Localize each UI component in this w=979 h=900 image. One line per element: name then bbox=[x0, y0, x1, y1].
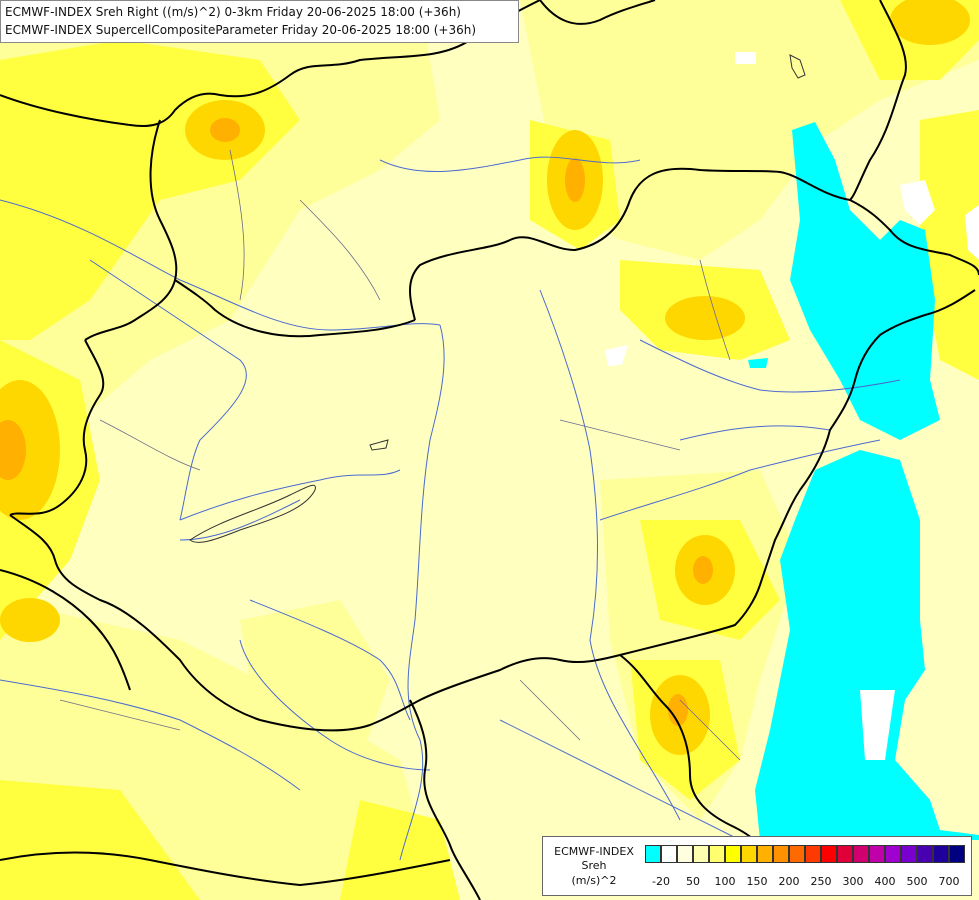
title-line-1: ECMWF-INDEX Sreh Right ((m/s)^2) 0-3km F… bbox=[5, 5, 461, 19]
legend-swatch bbox=[805, 845, 821, 863]
title-line-2: ECMWF-INDEX SupercellCompositeParameter … bbox=[5, 23, 477, 37]
legend-unit: (m/s)^2 bbox=[571, 874, 617, 887]
legend-swatch bbox=[645, 845, 661, 863]
legend-swatch bbox=[661, 845, 677, 863]
legend-swatch bbox=[917, 845, 933, 863]
legend-swatch bbox=[693, 845, 709, 863]
legend-swatch bbox=[837, 845, 853, 863]
legend-swatch bbox=[901, 845, 917, 863]
legend-swatch bbox=[789, 845, 805, 863]
legend-tick-label: 500 bbox=[906, 875, 928, 888]
legend-swatch bbox=[725, 845, 741, 863]
field-orange-zones bbox=[0, 118, 713, 726]
legend-swatch bbox=[741, 845, 757, 863]
legend-tick-label: -20 bbox=[652, 875, 670, 888]
legend-swatch bbox=[885, 845, 901, 863]
legend-tick-label: 400 bbox=[874, 875, 896, 888]
legend-swatch bbox=[757, 845, 773, 863]
legend-swatch bbox=[949, 845, 965, 863]
legend-swatch bbox=[821, 845, 837, 863]
small-lake bbox=[369, 439, 389, 451]
legend-swatch bbox=[773, 845, 789, 863]
legend-swatch bbox=[709, 845, 725, 863]
legend-tick-label: 100 bbox=[714, 875, 736, 888]
rivers bbox=[0, 156, 901, 861]
lake-balaton bbox=[189, 484, 316, 543]
legend-tick-label: 700 bbox=[938, 875, 960, 888]
legend: ECMWF-INDEX Sreh (m/s)^2 -20 50 100 150 200 2… bbox=[542, 836, 972, 896]
legend-tick-label: 250 bbox=[810, 875, 832, 888]
map-title-box: ECMWF-INDEX Sreh Right ((m/s)^2) 0-3km F… bbox=[0, 0, 519, 43]
legend-tick-label: 200 bbox=[778, 875, 800, 888]
legend-swatch bbox=[869, 845, 885, 863]
legend-source: ECMWF-INDEX bbox=[554, 845, 634, 858]
field-gold-zones bbox=[0, 0, 970, 755]
legend-swatch bbox=[933, 845, 949, 863]
admin-borders bbox=[59, 149, 741, 761]
legend-tick-label: 150 bbox=[746, 875, 768, 888]
legend-swatch bbox=[677, 845, 693, 863]
legend-tick-label: 50 bbox=[686, 875, 700, 888]
small-lake-north bbox=[789, 54, 806, 79]
legend-tick-label: 300 bbox=[842, 875, 864, 888]
field-cyan-zones bbox=[748, 122, 979, 840]
legend-swatch bbox=[853, 845, 869, 863]
field-white-zones bbox=[605, 52, 979, 760]
legend-variable: Sreh bbox=[581, 859, 607, 872]
